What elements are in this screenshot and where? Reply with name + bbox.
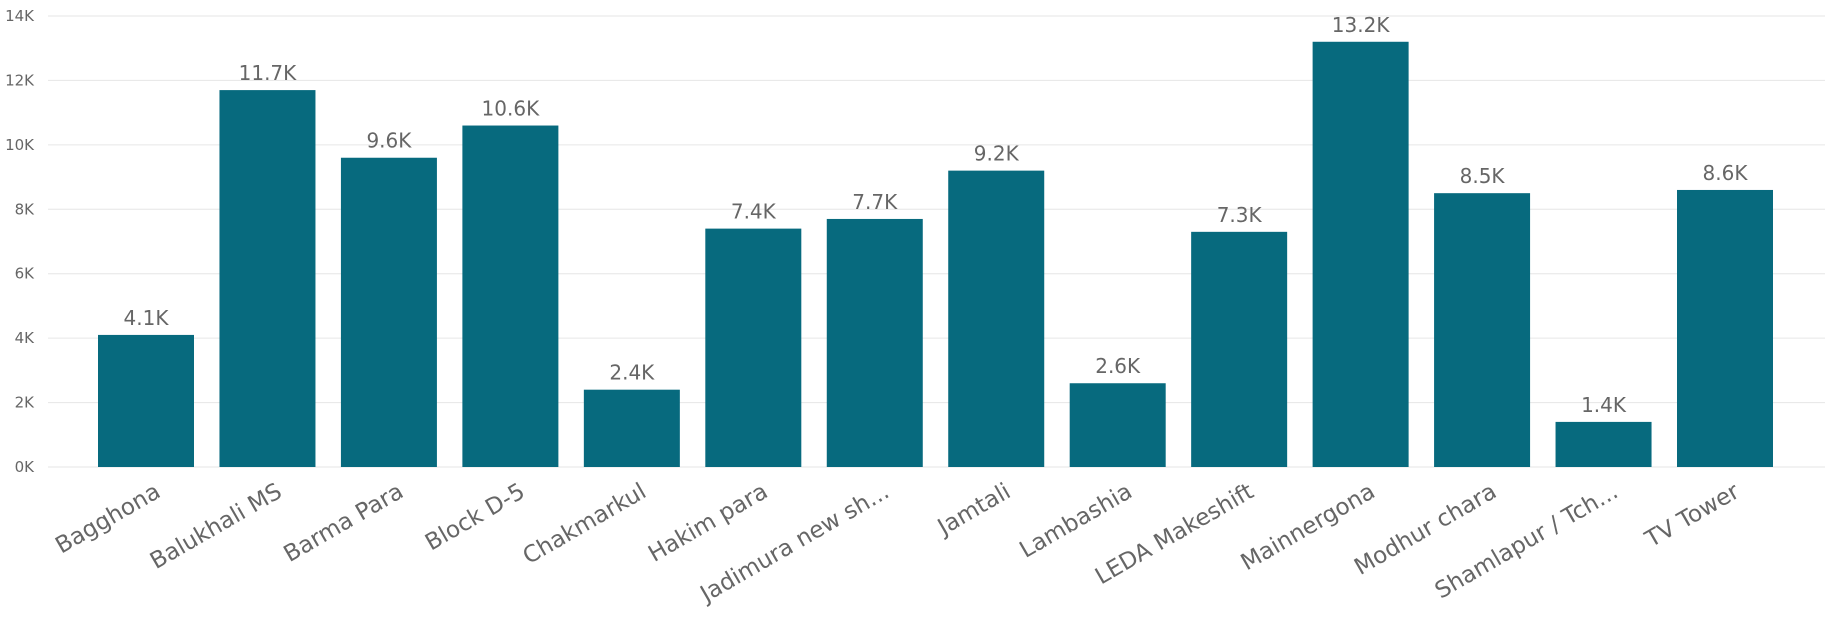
x-tick-label: Chakmarkul [519,479,651,570]
bar[interactable] [98,334,194,467]
bar-data-label: 7.4K [731,200,777,224]
bar[interactable] [583,389,680,467]
bar-data-label: 11.7K [239,61,298,85]
bar[interactable] [948,170,1045,467]
bar-data-label: 13.2K [1332,13,1391,37]
y-tick-label: 2K [15,394,36,412]
bar[interactable] [1677,189,1773,467]
bar-data-label: 7.7K [852,190,898,214]
bar[interactable] [1312,41,1409,468]
y-tick-label: 4K [15,329,36,347]
y-tick-label: 8K [15,200,36,218]
bar[interactable] [1069,383,1166,467]
bar[interactable] [462,125,559,468]
bar-data-label: 8.5K [1460,164,1506,188]
data-labels: 4.1K 11.7K 9.6K 10.6K 2.4K 7.4K 7.7K 9.2K 2.6K 7.… [124,13,1749,417]
y-tick-label: 6K [15,265,36,283]
bar-data-label: 8.6K [1703,161,1749,185]
x-tick-label: TV Tower [1640,478,1744,553]
bar[interactable] [1191,231,1288,467]
y-tick-label: 14K [5,7,35,25]
bar[interactable] [1555,421,1652,467]
y-tick-label: 0K [15,458,36,476]
bar-data-label: 9.6K [366,129,412,153]
bar-data-label: 2.4K [609,361,655,385]
bar[interactable] [340,157,437,467]
x-tick-label: Balukhali MS [146,479,287,575]
x-tick-label: Jamtali [932,479,1015,542]
bar[interactable] [705,228,802,467]
bar-data-label: 1.4K [1581,393,1627,417]
bar-data-label: 7.3K [1217,203,1263,227]
x-tick-label: Barma Para [280,479,408,568]
y-axis: 0K 2K 4K 6K 8K 10K 12K 14K [5,7,35,476]
bar-data-label: 9.2K [974,142,1020,166]
y-tick-label: 10K [5,136,35,154]
bar-data-label: 4.1K [124,306,170,330]
bar[interactable] [826,218,923,467]
y-tick-label: 12K [5,71,35,89]
bar-data-label: 2.6K [1095,354,1141,378]
bar[interactable] [1434,193,1531,467]
bar-data-label: 10.6K [482,97,541,121]
bars [98,41,1773,468]
x-tick-label: Bagghona [51,479,165,560]
x-tick-label: Block D-5 [421,479,529,557]
bar[interactable] [219,90,316,467]
